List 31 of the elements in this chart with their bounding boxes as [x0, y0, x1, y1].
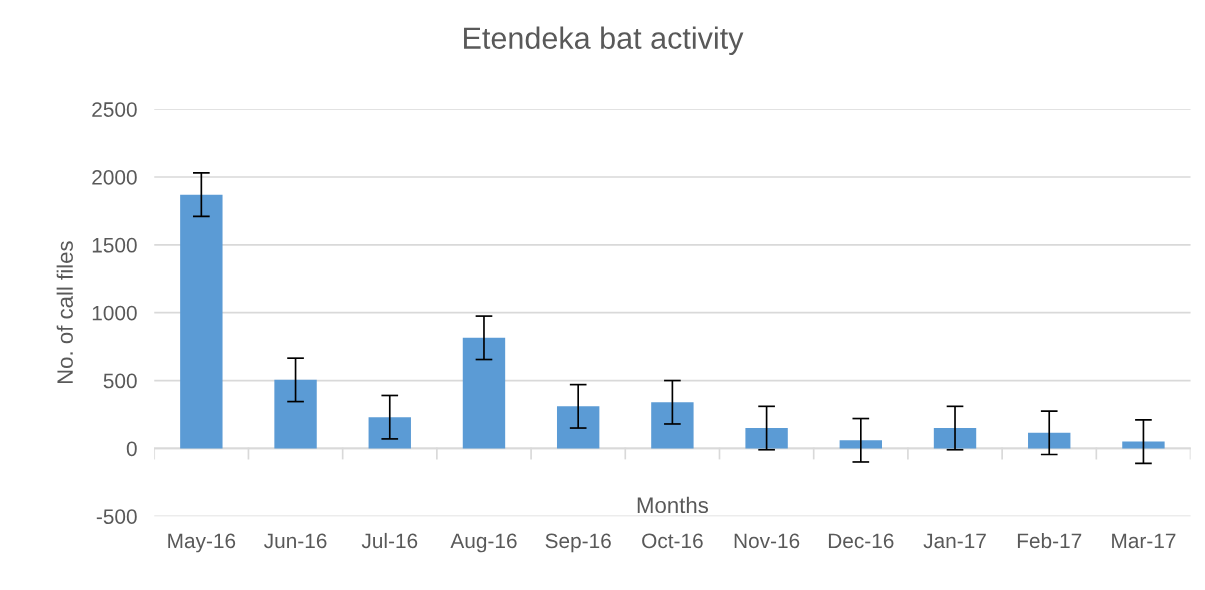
y-axis-title: No. of call files — [56, 241, 73, 384]
x-tick-label: Mar-17 — [1112, 533, 1176, 549]
x-tick-label: Nov-16 — [734, 533, 800, 549]
x-tick-label: Jun-16 — [264, 533, 327, 549]
bar — [933, 428, 977, 449]
bar — [274, 379, 317, 449]
x-tick-label: Jan-17 — [923, 533, 986, 549]
x-axis-title: Months — [637, 496, 709, 514]
bar — [556, 406, 600, 449]
bar — [180, 194, 223, 449]
bar — [368, 417, 411, 449]
y-tick-label: 2500 — [92, 102, 137, 117]
x-tick-label: Sep-16 — [545, 533, 611, 553]
y-tick-label: 1500 — [92, 237, 137, 253]
chart-title: Etendeka bat activity — [464, 26, 744, 56]
y-tick-label: 500 — [103, 373, 137, 389]
y-tick-label: -500 — [96, 509, 137, 524]
y-tick-label: 0 — [126, 441, 137, 457]
x-tick-label: Dec-16 — [828, 533, 894, 549]
x-tick-label: Jul-16 — [361, 532, 418, 549]
bar — [1028, 432, 1071, 449]
bar — [462, 337, 506, 449]
bar — [745, 428, 788, 449]
bar — [839, 440, 883, 449]
x-tick-label: May-16 — [168, 533, 236, 553]
y-tick-label: 1000 — [92, 305, 137, 321]
bar — [651, 402, 694, 449]
y-tick-label: 2000 — [92, 170, 137, 185]
x-tick-label: Aug-16 — [450, 533, 517, 553]
x-tick-label: Oct-16 — [642, 533, 703, 549]
x-tick-label: Feb-17 — [1017, 532, 1082, 549]
